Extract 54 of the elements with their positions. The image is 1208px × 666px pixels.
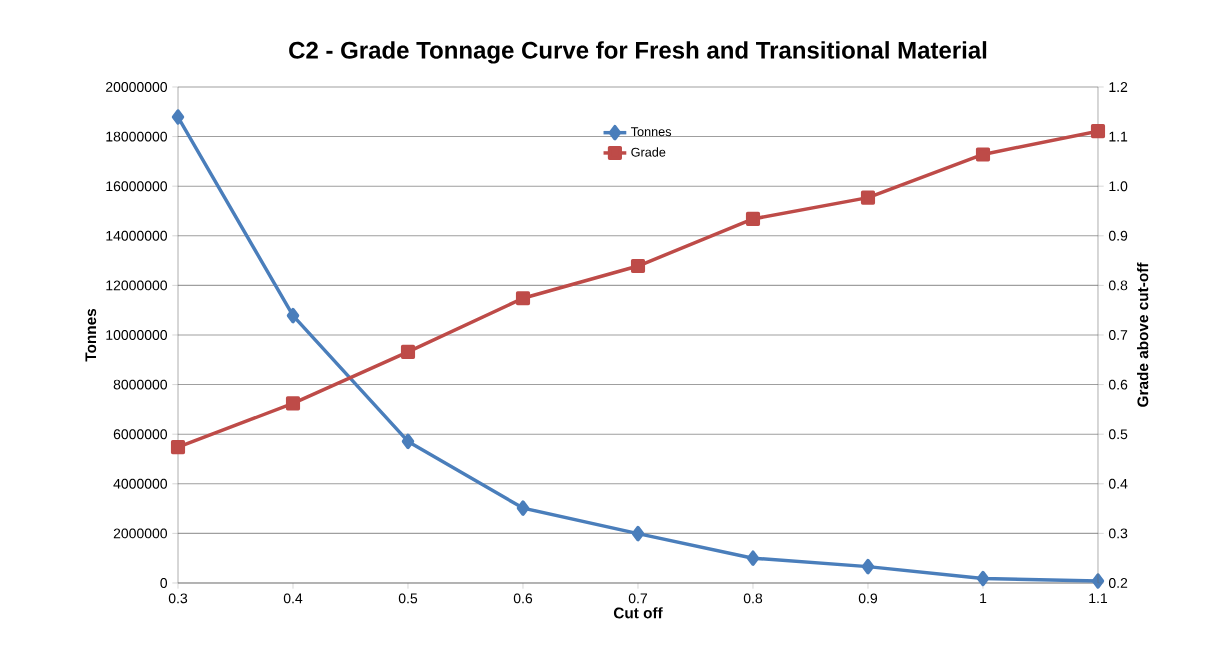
y2-tick-label: 1.2 [1109,82,1128,92]
x-tick-label: 1.1 [1089,593,1108,604]
point [745,211,761,226]
point [400,344,416,359]
y-tick-label: 6000000 [113,429,168,440]
y-tick-label: 10000000 [106,330,168,340]
x-tick-label: 1 [980,593,987,604]
y-tick-label: 14000000 [106,230,168,241]
x-tick-label: 0.7 [628,593,648,604]
y-tick-label: 12000000 [106,280,168,291]
point [975,147,991,162]
x-tick-label: 0.3 [168,593,188,604]
point [171,109,185,125]
x-axis-title: Cut off [613,607,663,619]
point [285,396,301,411]
x-tick-label: 0.9 [858,593,878,604]
y2-tick-label: 1.0 [1109,181,1128,192]
point [860,190,876,205]
legend-label: Tonnes [630,127,672,137]
point [170,440,186,455]
point [401,433,415,450]
point [976,570,990,587]
chart-title: C2 - Grade Tonnage Curve for Fresh and Transitional Material [289,41,987,64]
y2-tick-label: 0.4 [1108,478,1128,489]
point [631,525,645,542]
y-tick-label: 4000000 [113,478,168,489]
y2-tick-label: 0.8 [1108,280,1128,291]
y-tick-label: 8000000 [113,379,168,390]
y2-tick-label: 1.1 [1109,131,1128,142]
point [515,291,531,306]
y-tick-label: 16000000 [106,181,168,192]
y2-tick-label: 0.6 [1108,379,1128,390]
y2-tick-label: 0.7 [1108,330,1128,340]
point [286,307,300,324]
y2-axis-title: Grade above cut-off [1137,262,1149,407]
point [630,258,646,274]
x-tick-label: 0.5 [398,593,418,604]
x-tick-label: 0.6 [513,593,533,604]
point [861,558,875,575]
x-tick-label: 0.4 [283,593,303,604]
point [516,500,530,516]
y-tick-label: 0 [160,578,168,588]
y-tick-label: 18000000 [106,131,168,142]
y-tick-label: 20000000 [106,82,168,92]
legend-label: Grade [631,147,666,157]
y2-tick-label: 0.5 [1108,429,1128,440]
y-tick-label: 2000000 [113,528,168,539]
y2-tick-label: 0.2 [1108,578,1128,588]
point [1090,124,1106,139]
y2-tick-label: 0.9 [1108,230,1128,241]
x-tick-label: 0.8 [743,593,763,604]
y2-tick-label: 0.3 [1108,528,1128,539]
y-axis-title: Tonnes [85,308,97,362]
point [746,550,760,566]
